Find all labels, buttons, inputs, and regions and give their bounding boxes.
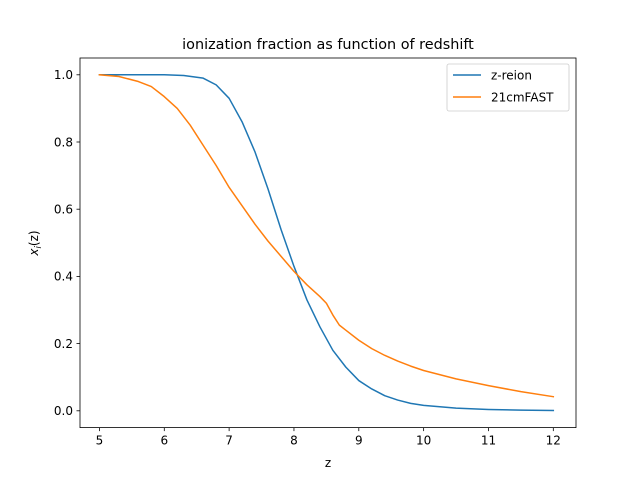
x-tick-label: 9 <box>355 434 363 448</box>
legend-label-z-reion: z-reion <box>491 69 532 83</box>
series-line-z-reion <box>98 74 555 412</box>
y-axis-ticks: 0.0 0.2 0.4 0.6 0.8 1.0 <box>54 68 80 418</box>
x-tick-label: 5 <box>96 434 104 448</box>
y-tick-label: 0.0 <box>54 404 73 418</box>
y-axis-label-subscript: i <box>34 245 44 248</box>
axes-frame <box>79 57 577 429</box>
x-tick-label: 10 <box>416 434 431 448</box>
y-tick-label: 0.6 <box>54 203 73 217</box>
y-tick-label: 1.0 <box>54 68 73 82</box>
y-axis-label-main: x <box>27 248 41 257</box>
x-tick-label: 7 <box>225 434 233 448</box>
x-tick-label: 8 <box>290 434 298 448</box>
y-tick-label: 0.4 <box>54 270 73 284</box>
x-tick-label: 6 <box>160 434 168 448</box>
x-axis-ticks: 5 6 7 8 9 10 11 12 <box>96 427 561 448</box>
x-tick-label: 11 <box>481 434 496 448</box>
x-tick-label: 12 <box>546 434 561 448</box>
y-axis-label-tail: (z) <box>27 230 41 246</box>
y-axis-label: xi(z) <box>27 230 44 256</box>
chart-title: ionization fraction as function of redsh… <box>182 37 474 53</box>
legend-label-21cmfast: 21cmFAST <box>491 91 554 105</box>
y-tick-label: 0.8 <box>54 135 73 149</box>
legend: z-reion 21cmFAST <box>446 63 570 112</box>
y-tick-label: 0.2 <box>54 337 73 351</box>
series-line-21cmfast <box>98 73 555 398</box>
x-axis-label: z <box>325 456 331 470</box>
series-layer <box>98 73 555 412</box>
plot-area <box>79 57 577 429</box>
